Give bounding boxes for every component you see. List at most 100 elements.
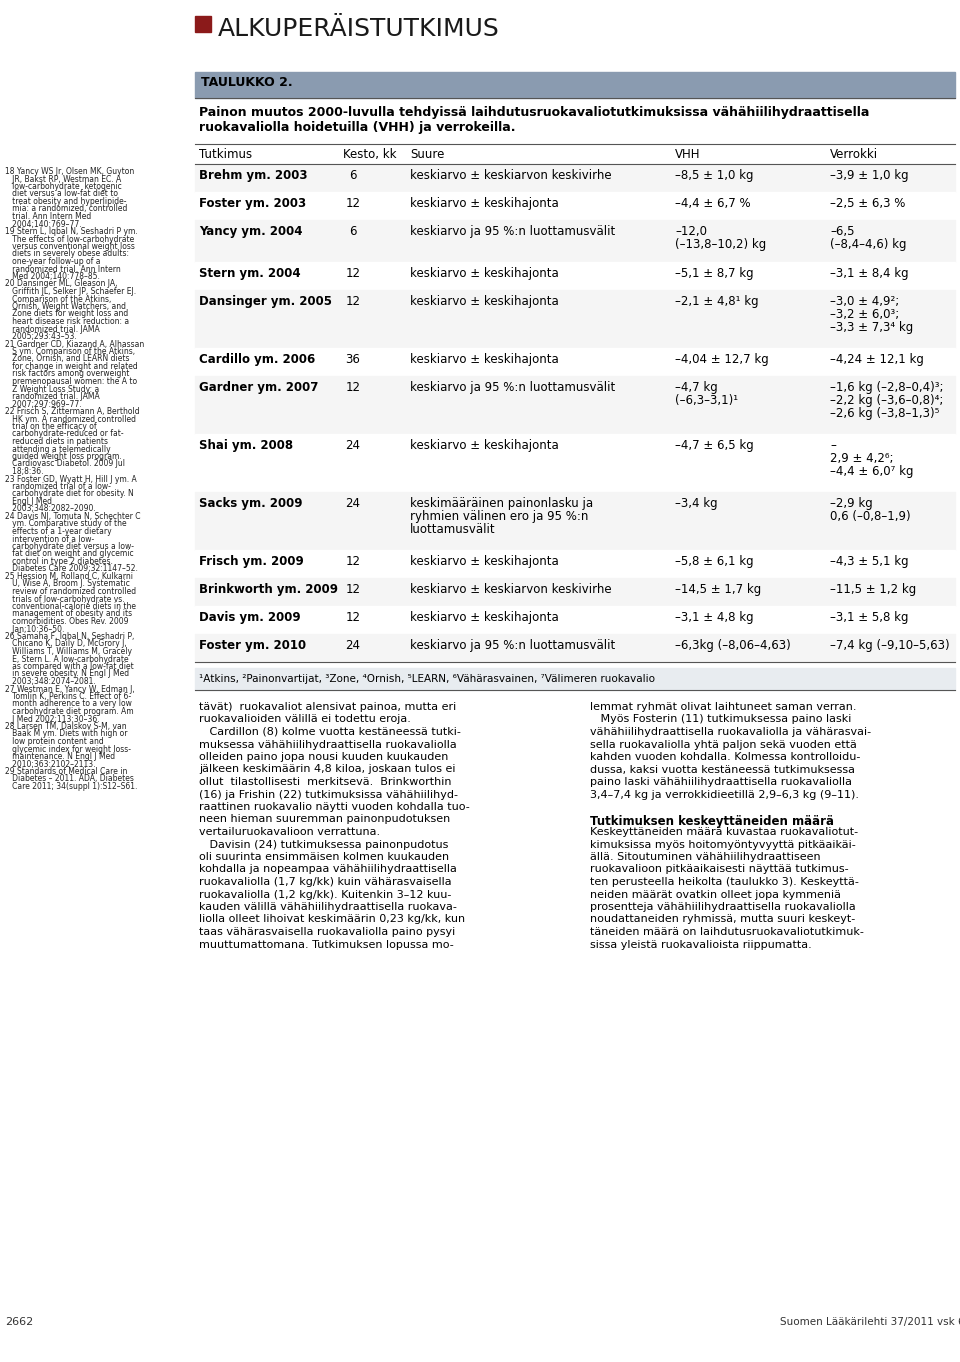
Text: reduced diets in patients: reduced diets in patients (5, 437, 108, 445)
Text: randomized trial. JAMA: randomized trial. JAMA (5, 392, 100, 400)
Text: treat obesity and hyperlipide-: treat obesity and hyperlipide- (5, 197, 127, 206)
Bar (195, 290, 955, 349)
Text: Suure: Suure (410, 148, 444, 161)
Text: Dansinger ym. 2005: Dansinger ym. 2005 (199, 296, 332, 308)
Text: 18 Yancy WS Jr, Olsen MK, Guyton: 18 Yancy WS Jr, Olsen MK, Guyton (5, 168, 134, 176)
Text: Davisin (24) tutkimuksessa painonpudotus: Davisin (24) tutkimuksessa painonpudotus (199, 839, 448, 850)
Text: taas vähärasvaisella ruokavaliolla paino pysyi: taas vähärasvaisella ruokavaliolla paino… (199, 928, 455, 937)
Text: fat diet on weight and glycemic: fat diet on weight and glycemic (5, 549, 133, 558)
Text: paino laski vähähiilihydraattisella ruokavaliolla: paino laski vähähiilihydraattisella ruok… (590, 776, 852, 787)
Text: 2005;293:43–53.: 2005;293:43–53. (5, 332, 77, 340)
Text: täneiden määrä on laihdutusruokavaliotutkimuk-: täneiden määrä on laihdutusruokavaliotut… (590, 928, 864, 937)
Text: –3,0 ± 4,9²;: –3,0 ± 4,9²; (830, 296, 900, 308)
Text: Zone diets for weight loss and: Zone diets for weight loss and (5, 309, 129, 319)
Text: ten perusteella heikolta (taulukko 3). Keskeyttä-: ten perusteella heikolta (taulukko 3). K… (590, 877, 859, 887)
Text: keskimääräinen painonlasku ja: keskimääräinen painonlasku ja (410, 497, 593, 509)
Text: Chicano K, Daily D, McGrory J,: Chicano K, Daily D, McGrory J, (5, 640, 127, 648)
Text: Frisch ym. 2009: Frisch ym. 2009 (199, 554, 303, 568)
Text: 12: 12 (346, 381, 361, 394)
Text: ällä. Sitoutuminen vähähiilihydraattiseen: ällä. Sitoutuminen vähähiilihydraattisee… (590, 853, 821, 862)
Text: ruokavalioon pitkäaikaisesti näyttää tutkimus-: ruokavalioon pitkäaikaisesti näyttää tut… (590, 865, 849, 874)
Bar (195, 606, 955, 633)
Text: –2,5 ± 6,3 %: –2,5 ± 6,3 % (830, 197, 905, 210)
Text: Comparison of the Atkins,: Comparison of the Atkins, (5, 294, 111, 304)
Text: –4,7 ± 6,5 kg: –4,7 ± 6,5 kg (675, 439, 754, 452)
Text: Verrokki: Verrokki (830, 148, 878, 161)
Text: neiden määrät ovatkin olleet jopa kymmeniä: neiden määrät ovatkin olleet jopa kymmen… (590, 889, 841, 899)
Text: Ornish, Weight Watchers, and: Ornish, Weight Watchers, and (5, 302, 126, 311)
Text: –4,3 ± 5,1 kg: –4,3 ± 5,1 kg (830, 554, 908, 568)
Bar (195, 192, 955, 221)
Text: keskiarvo ja 95 %:n luottamusvälit: keskiarvo ja 95 %:n luottamusvälit (410, 225, 615, 238)
Text: mia: a randomized, controlled: mia: a randomized, controlled (5, 204, 128, 214)
Text: Suomen Lääkärilehti 37/2011 vsk 66: Suomen Lääkärilehti 37/2011 vsk 66 (780, 1317, 960, 1327)
Text: noudattaneiden ryhmissä, mutta suuri keskeyt-: noudattaneiden ryhmissä, mutta suuri kes… (590, 914, 855, 925)
Text: carbohydrate diet for obesity. N: carbohydrate diet for obesity. N (5, 489, 133, 498)
Bar (195, 16, 211, 31)
Text: 2010;363:2102–2113.: 2010;363:2102–2113. (5, 760, 95, 768)
Text: Yancy ym. 2004: Yancy ym. 2004 (199, 225, 302, 238)
Text: J Med 2002;113:30–36.: J Med 2002;113:30–36. (5, 715, 100, 723)
Text: –3,2 ± 6,0³;: –3,2 ± 6,0³; (830, 308, 900, 321)
Text: randomized trial. Ann Intern: randomized trial. Ann Intern (5, 264, 121, 274)
Text: Jan;10:36–50.: Jan;10:36–50. (5, 625, 64, 633)
Text: randomized trial. JAMA: randomized trial. JAMA (5, 324, 100, 334)
Text: keskiarvo ja 95 %:n luottamusvälit: keskiarvo ja 95 %:n luottamusvälit (410, 639, 615, 652)
Text: E, Stern L. A low-carbohydrate: E, Stern L. A low-carbohydrate (5, 655, 129, 663)
Text: 6: 6 (349, 225, 357, 238)
Text: 12: 12 (346, 296, 361, 308)
Text: versus conventional weight loss: versus conventional weight loss (5, 242, 134, 251)
Text: Brinkworth ym. 2009: Brinkworth ym. 2009 (199, 583, 338, 597)
Text: carbohydrate diet versus a low-: carbohydrate diet versus a low- (5, 542, 134, 552)
Text: diet versus a low-fat diet to: diet versus a low-fat diet to (5, 189, 118, 199)
Text: VHH: VHH (675, 148, 701, 161)
Text: diets in severely obese adults:: diets in severely obese adults: (5, 249, 129, 259)
Text: 18;8:36.: 18;8:36. (5, 467, 43, 475)
Text: 24 Davis NJ, Tomuta N, Schechter C: 24 Davis NJ, Tomuta N, Schechter C (5, 512, 140, 522)
Text: as compared with a low-fat diet: as compared with a low-fat diet (5, 662, 133, 671)
Text: U, Wise A, Broom J. Systematic: U, Wise A, Broom J. Systematic (5, 579, 130, 588)
Text: (–13,8–10,2) kg: (–13,8–10,2) kg (675, 238, 766, 251)
Text: trial. Ann Intern Med: trial. Ann Intern Med (5, 212, 91, 221)
Text: prosentteja vähähiilihydraattisella ruokavaliolla: prosentteja vähähiilihydraattisella ruok… (590, 902, 855, 913)
Text: –3,9 ± 1,0 kg: –3,9 ± 1,0 kg (830, 169, 908, 183)
Text: 24: 24 (346, 439, 361, 452)
Text: carbohydrate diet program. Am: carbohydrate diet program. Am (5, 707, 133, 716)
Text: muuttumattomana. Tutkimuksen lopussa mo-: muuttumattomana. Tutkimuksen lopussa mo- (199, 940, 454, 949)
Bar (195, 349, 955, 376)
Text: 26 Samaha F, Iqbal N, Seshadri P,: 26 Samaha F, Iqbal N, Seshadri P, (5, 632, 134, 642)
Bar (195, 492, 955, 550)
Text: kahden vuoden kohdalla. Kolmessa kontrolloidu-: kahden vuoden kohdalla. Kolmessa kontrol… (590, 752, 860, 761)
Text: heart disease risk reduction: a: heart disease risk reduction: a (5, 317, 130, 326)
Text: –2,6 kg (–3,8–1,3)⁵: –2,6 kg (–3,8–1,3)⁵ (830, 407, 940, 419)
Text: keskiarvo ± keskihajonta: keskiarvo ± keskihajonta (410, 612, 559, 624)
Text: for change in weight and related: for change in weight and related (5, 362, 137, 370)
Text: 23 Foster GD, Wyatt H, Hill J ym. A: 23 Foster GD, Wyatt H, Hill J ym. A (5, 474, 136, 484)
Text: dussa, kaksi vuotta kestäneessä tutkimuksessa: dussa, kaksi vuotta kestäneessä tutkimuk… (590, 764, 855, 775)
Text: 36: 36 (346, 353, 360, 366)
Text: kauden välillä vähähiilihydraattisella ruokava-: kauden välillä vähähiilihydraattisella r… (199, 902, 457, 913)
Text: Williams T, Williams M, Gracely: Williams T, Williams M, Gracely (5, 647, 132, 656)
Text: Diabetes Care 2009;32:1147–52.: Diabetes Care 2009;32:1147–52. (5, 564, 138, 573)
Text: 2003;348:2082–2090.: 2003;348:2082–2090. (5, 504, 96, 513)
Text: neen hieman suuremman painonpudotuksen: neen hieman suuremman painonpudotuksen (199, 814, 450, 824)
Text: 28 Larsen TM, Dalskov S-M, van: 28 Larsen TM, Dalskov S-M, van (5, 722, 127, 731)
Text: olleiden paino jopa nousi kuuden kuukauden: olleiden paino jopa nousi kuuden kuukaud… (199, 752, 448, 761)
Text: Z Weight Loss Study: a: Z Weight Loss Study: a (5, 384, 99, 394)
Text: –: – (830, 439, 836, 452)
Bar (195, 633, 955, 662)
Text: –2,1 ± 4,8¹ kg: –2,1 ± 4,8¹ kg (675, 296, 758, 308)
Text: premenopausal women: the A to: premenopausal women: the A to (5, 377, 137, 385)
Text: jälkeen keskimäärin 4,8 kiloa, joskaan tulos ei: jälkeen keskimäärin 4,8 kiloa, joskaan t… (199, 764, 455, 775)
Text: lemmat ryhmät olivat laihtuneet saman verran.: lemmat ryhmät olivat laihtuneet saman ve… (590, 701, 856, 712)
Text: 29 Standards of Medical Care in: 29 Standards of Medical Care in (5, 767, 128, 776)
Text: sella ruokavaliolla yhtä paljon sekä vuoden että: sella ruokavaliolla yhtä paljon sekä vuo… (590, 740, 857, 749)
Text: –3,4 kg: –3,4 kg (675, 497, 718, 509)
Text: 2004;140:769–77.: 2004;140:769–77. (5, 219, 82, 229)
Text: Tutkimuksen keskeyttäneiden määrä: Tutkimuksen keskeyttäneiden määrä (590, 814, 834, 828)
Text: –6,3kg (–8,06–4,63): –6,3kg (–8,06–4,63) (675, 639, 791, 652)
Text: control in type 2 diabetes.: control in type 2 diabetes. (5, 557, 113, 567)
Text: muksessa vähähiilihydraattisella ruokavaliolla: muksessa vähähiilihydraattisella ruokava… (199, 740, 457, 749)
Text: Med 2004;140:778–85.: Med 2004;140:778–85. (5, 272, 100, 281)
Text: –8,5 ± 1,0 kg: –8,5 ± 1,0 kg (675, 169, 754, 183)
